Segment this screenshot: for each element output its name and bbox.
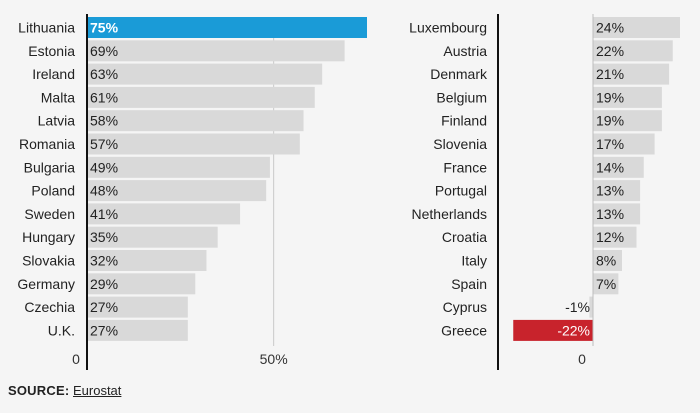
bar-latvia	[87, 110, 304, 132]
category-label: Belgium	[436, 89, 487, 105]
category-label: Spain	[451, 276, 487, 292]
data-label: 7%	[596, 276, 616, 292]
source-label: SOURCE:	[8, 383, 70, 398]
bar-netherlands	[593, 203, 641, 225]
data-label: 75%	[90, 20, 119, 36]
bar-slovakia	[87, 250, 207, 271]
bar-greece	[513, 319, 593, 341]
data-label: 13%	[596, 206, 624, 222]
bar-ireland	[87, 63, 323, 85]
data-label: 58%	[90, 113, 118, 129]
bar-poland	[87, 180, 267, 202]
bar-portugal	[593, 180, 641, 202]
category-label: Denmark	[430, 66, 488, 82]
tick-label: 0	[578, 351, 586, 367]
data-label: 57%	[90, 136, 118, 152]
tick-label: 0	[72, 351, 80, 367]
data-label: 22%	[596, 43, 624, 59]
data-label: 41%	[90, 206, 118, 222]
data-label: -22%	[557, 322, 590, 338]
category-label: Romania	[19, 136, 75, 152]
data-label: 21%	[596, 66, 624, 82]
bar-spain	[593, 273, 619, 295]
bar-denmark	[593, 63, 670, 85]
data-label: 63%	[90, 66, 118, 82]
data-label: 19%	[596, 89, 624, 105]
bar-cyprus	[589, 296, 593, 318]
category-label: Netherlands	[412, 206, 488, 222]
data-label: 24%	[596, 20, 624, 36]
category-label: Germany	[17, 276, 75, 292]
data-label: 29%	[90, 276, 118, 292]
bar-luxembourg	[593, 17, 680, 38]
category-label: France	[443, 159, 487, 175]
bar-austria	[593, 40, 673, 62]
data-label: 69%	[90, 43, 118, 59]
bar-uk	[87, 319, 188, 341]
tick-label: 50%	[260, 351, 288, 367]
bar-finland	[593, 110, 662, 132]
category-label: Estonia	[28, 43, 75, 59]
bar-sweden	[87, 203, 241, 225]
category-label: Ireland	[32, 66, 75, 82]
bar-croatia	[593, 226, 637, 248]
data-label: 61%	[90, 89, 118, 105]
category-label: Croatia	[442, 229, 487, 245]
data-label: 17%	[596, 136, 624, 152]
category-label: Finland	[441, 113, 487, 129]
bar-slovenia	[593, 133, 655, 155]
category-label: Slovenia	[433, 136, 487, 152]
category-label: Cyprus	[443, 299, 487, 315]
category-label: Bulgaria	[24, 159, 76, 175]
data-label: 12%	[596, 229, 624, 245]
data-label: 32%	[90, 253, 118, 269]
category-label: Italy	[461, 253, 487, 269]
data-label: 8%	[596, 253, 616, 269]
category-label: Hungary	[22, 229, 75, 245]
category-label: Lithuania	[18, 20, 75, 36]
category-label: Slovakia	[22, 253, 75, 269]
data-label: -1%	[565, 299, 590, 315]
bar-germany	[87, 273, 196, 295]
bar-hungary	[87, 226, 218, 248]
category-label: Portugal	[435, 183, 487, 199]
data-label: 27%	[90, 299, 118, 315]
bar-estonia	[87, 40, 345, 62]
category-label: Malta	[41, 89, 75, 105]
data-label: 14%	[596, 159, 624, 175]
bar-france	[593, 156, 644, 178]
data-label: 27%	[90, 322, 118, 338]
bar-czechia	[87, 296, 188, 318]
category-label: Sweden	[24, 206, 75, 222]
bar-bulgaria	[87, 156, 270, 178]
data-label: 49%	[90, 159, 118, 175]
data-label: 35%	[90, 229, 118, 245]
category-label: Austria	[443, 43, 487, 59]
bar-belgium	[593, 86, 662, 108]
bar-malta	[87, 86, 315, 108]
category-label: Czechia	[24, 299, 75, 315]
category-label: U.K.	[48, 322, 75, 338]
category-label: Greece	[441, 322, 487, 338]
source-line: SOURCE: Eurostat	[8, 383, 121, 398]
bar-italy	[593, 250, 622, 271]
data-label: 48%	[90, 183, 118, 199]
category-label: Latvia	[38, 113, 76, 129]
category-label: Luxembourg	[409, 20, 487, 36]
category-label: Poland	[31, 183, 75, 199]
bar-romania	[87, 133, 300, 155]
source-link[interactable]: Eurostat	[72, 383, 122, 398]
bar-lithuania	[87, 17, 367, 38]
data-label: 13%	[596, 183, 624, 199]
data-label: 19%	[596, 113, 624, 129]
